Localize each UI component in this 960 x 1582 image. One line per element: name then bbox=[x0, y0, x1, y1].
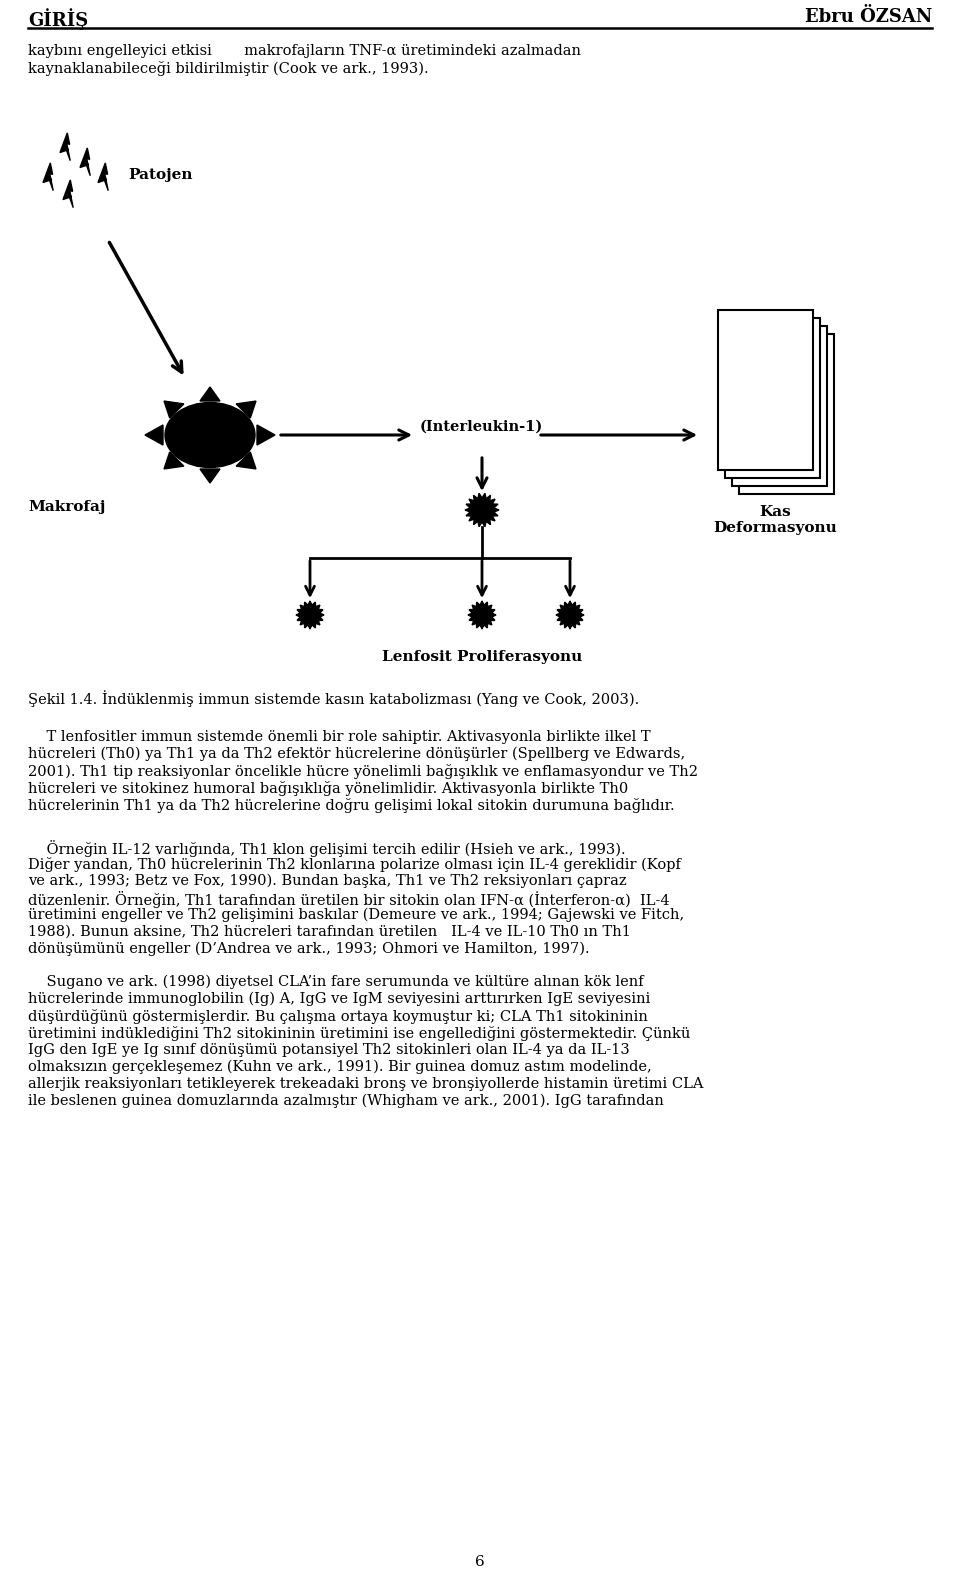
Text: Kas
Deformasyonu: Kas Deformasyonu bbox=[713, 505, 837, 535]
Text: Ebru ÖZSAN: Ebru ÖZSAN bbox=[804, 8, 932, 25]
Text: T lenfositler immun sistemde önemli bir role sahiptir. Aktivasyonla birlikte ilk: T lenfositler immun sistemde önemli bir … bbox=[28, 729, 651, 744]
Text: Şekil 1.4. İndüklenmiş immun sistemde kasın katabolizması (Yang ve Cook, 2003).: Şekil 1.4. İndüklenmiş immun sistemde ka… bbox=[28, 690, 639, 707]
Text: dönüşümünü engeller (D’Andrea ve ark., 1993; Ohmori ve Hamilton, 1997).: dönüşümünü engeller (D’Andrea ve ark., 1… bbox=[28, 941, 589, 957]
Text: olmaksızın gerçekleşemez (Kuhn ve ark., 1991). Bir guinea domuz astım modelinde,: olmaksızın gerçekleşemez (Kuhn ve ark., … bbox=[28, 1060, 652, 1074]
Text: hücreleri ve sitokinez humoral bağışıklığa yönelimlidir. Aktivasyonla birlikte T: hücreleri ve sitokinez humoral bağışıklı… bbox=[28, 782, 628, 796]
Polygon shape bbox=[98, 163, 108, 191]
Text: Makrofaj: Makrofaj bbox=[28, 500, 106, 514]
Text: Diğer yandan, Th0 hücrelerinin Th2 klonlarına polarize olması için IL-4 gereklid: Diğer yandan, Th0 hücrelerinin Th2 klonl… bbox=[28, 857, 681, 872]
Polygon shape bbox=[257, 426, 275, 445]
Polygon shape bbox=[465, 494, 499, 527]
Bar bbox=[718, 310, 813, 470]
Text: 1988). Bunun aksine, Th2 hücreleri tarafından üretilen   IL-4 ve IL-10 Th0 ın Th: 1988). Bunun aksine, Th2 hücreleri taraf… bbox=[28, 925, 631, 940]
Polygon shape bbox=[200, 388, 220, 400]
Polygon shape bbox=[164, 402, 183, 418]
Text: (Interleukin-1): (Interleukin-1) bbox=[420, 419, 543, 433]
Polygon shape bbox=[43, 163, 53, 191]
Text: üretimini indüklediğini Th2 sitokininin üretimini ise engellediğini göstermekted: üretimini indüklediğini Th2 sitokininin … bbox=[28, 1027, 690, 1041]
Text: allerjik reaksiyonları tetikleyerek trekeadaki bronş ve bronşiyollerde histamin : allerjik reaksiyonları tetikleyerek trek… bbox=[28, 1077, 704, 1092]
Text: Sugano ve ark. (1998) diyetsel CLA’in fare serumunda ve kültüre alınan kök lenf: Sugano ve ark. (1998) diyetsel CLA’in fa… bbox=[28, 975, 643, 989]
Text: GİRİŞ: GİRİŞ bbox=[28, 8, 88, 30]
Polygon shape bbox=[60, 133, 70, 161]
Bar bbox=[739, 334, 834, 494]
Text: Örneğin IL-12 varlığında, Th1 klon gelişimi tercih edilir (Hsieh ve ark., 1993).: Örneğin IL-12 varlığında, Th1 klon geliş… bbox=[28, 840, 626, 857]
Text: düzenlenir. Örneğin, Th1 tarafından üretilen bir sitokin olan IFN-α (İnterferon-: düzenlenir. Örneğin, Th1 tarafından üret… bbox=[28, 891, 670, 908]
Text: hücrelerinde immunoglobilin (Ig) A, IgG ve IgM seviyesini arttırırken IgE seviye: hücrelerinde immunoglobilin (Ig) A, IgG … bbox=[28, 992, 650, 1006]
Text: Lenfosit Proliferasyonu: Lenfosit Proliferasyonu bbox=[382, 650, 582, 664]
Polygon shape bbox=[296, 601, 324, 630]
Text: kaybını engelleyici etkisi       makrofajların TNF-α üretimindeki azalmadan: kaybını engelleyici etkisi makrofajların… bbox=[28, 44, 581, 59]
Polygon shape bbox=[80, 149, 90, 176]
Text: ve ark., 1993; Betz ve Fox, 1990). Bundan başka, Th1 ve Th2 reksiyonları çapraz: ve ark., 1993; Betz ve Fox, 1990). Bunda… bbox=[28, 873, 627, 889]
Polygon shape bbox=[145, 426, 163, 445]
Ellipse shape bbox=[165, 402, 255, 468]
Text: kaynaklanabileceği bildirilmiştir (Cook ve ark., 1993).: kaynaklanabileceği bildirilmiştir (Cook … bbox=[28, 62, 428, 76]
Text: 6: 6 bbox=[475, 1555, 485, 1569]
Polygon shape bbox=[164, 452, 183, 468]
Text: hücrelerinin Th1 ya da Th2 hücrelerine doğru gelişimi lokal sitokin durumuna bağ: hücrelerinin Th1 ya da Th2 hücrelerine d… bbox=[28, 797, 675, 813]
Bar bbox=[725, 318, 820, 478]
Bar bbox=[732, 326, 827, 486]
Polygon shape bbox=[236, 402, 256, 418]
Polygon shape bbox=[63, 180, 73, 207]
Polygon shape bbox=[236, 452, 256, 468]
Polygon shape bbox=[468, 601, 496, 630]
Text: üretimini engeller ve Th2 gelişimini baskılar (Demeure ve ark., 1994; Gajewski v: üretimini engeller ve Th2 gelişimini bas… bbox=[28, 908, 684, 922]
Text: hücreleri (Th0) ya Th1 ya da Th2 efektör hücrelerine dönüşürler (Spellberg ve Ed: hücreleri (Th0) ya Th1 ya da Th2 efektör… bbox=[28, 747, 685, 761]
Polygon shape bbox=[556, 601, 584, 630]
Text: Patojen: Patojen bbox=[128, 168, 193, 182]
Text: düşürdüğünü göstermişlerdir. Bu çalışma ortaya koymuştur ki; CLA Th1 sitokininin: düşürdüğünü göstermişlerdir. Bu çalışma … bbox=[28, 1009, 648, 1024]
Text: IgG den IgE ye Ig sınıf dönüşümü potansiyel Th2 sitokinleri olan IL-4 ya da IL-1: IgG den IgE ye Ig sınıf dönüşümü potansi… bbox=[28, 1043, 630, 1057]
Text: ile beslenen guinea domuzlarında azalmıştır (Whigham ve ark., 2001). IgG tarafın: ile beslenen guinea domuzlarında azalmış… bbox=[28, 1095, 664, 1109]
Text: 2001). Th1 tip reaksiyonlar öncelikle hücre yönelimli bağışıklık ve enflamasyond: 2001). Th1 tip reaksiyonlar öncelikle hü… bbox=[28, 764, 698, 778]
Polygon shape bbox=[200, 468, 220, 483]
